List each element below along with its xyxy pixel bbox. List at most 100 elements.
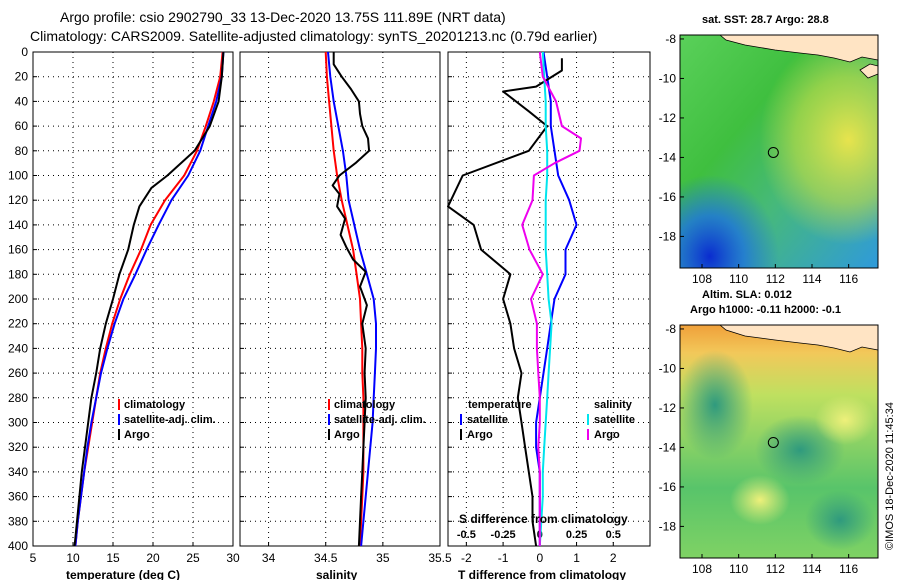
depth-tick-label: 300: [8, 416, 28, 430]
sla-low-west: [677, 350, 753, 460]
s-difference-tick-label: -0.25: [491, 529, 516, 541]
x-tick-label: -2: [461, 551, 472, 565]
map-lon-label: 116: [839, 272, 858, 286]
sst-map-frame: [679, 34, 879, 269]
x-tick-label: 30: [226, 551, 240, 565]
depth-tick-label: 140: [8, 218, 28, 232]
imos-timestamp: ©IMOS 18-Dec-2020 11:45:34: [884, 402, 896, 550]
figure-title-line1: Argo profile: csio 2902790_33 13-Dec-202…: [60, 9, 506, 25]
x-tick-label: 34.5: [314, 551, 338, 565]
sla-high-southwest: [730, 475, 790, 525]
temperature-axis-label: temperature (deg C): [66, 568, 180, 580]
x-tick-label: 34: [262, 551, 276, 565]
legend-salinity-heading: salinity: [594, 399, 633, 411]
sst-map: [679, 34, 879, 269]
depth-tick-label: 180: [8, 267, 28, 281]
depth-tick-label: 320: [8, 440, 28, 454]
map-lat-label: -8: [665, 32, 676, 46]
map-lon-label: 110: [729, 562, 748, 576]
depth-tick-label: 60: [15, 119, 29, 133]
map-lat-label: -10: [659, 71, 677, 85]
map-lon-label: 116: [839, 562, 858, 576]
depth-tick-label: 220: [8, 317, 28, 331]
map-lon-label: 108: [692, 272, 712, 286]
depth-tick-label: 280: [8, 391, 28, 405]
depth-tick-label: 380: [8, 514, 28, 528]
map-lat-label: -12: [659, 401, 677, 415]
grid-layer: [32, 51, 650, 547]
sla-map-frame: [679, 324, 879, 559]
depth-tick-label: 100: [8, 169, 28, 183]
series-line-temperature-argo: [447, 58, 563, 547]
depth-tick-label: 160: [8, 243, 28, 257]
x-tick-label: 10: [66, 551, 80, 565]
sla-low-south: [805, 490, 875, 550]
series-line-argo: [331, 52, 371, 547]
sla-high-east: [815, 395, 875, 445]
legend-argo: Argo: [124, 429, 150, 441]
sla-map: [677, 324, 879, 559]
map-lon-label: 114: [802, 562, 821, 576]
salinity-legend: climatology satellite-adj. clim. Argo: [328, 399, 426, 441]
map-lat-label: -14: [659, 440, 677, 454]
figure-title-line2: Climatology: CARS2009. Satellite-adjuste…: [30, 28, 597, 44]
depth-tick-label: 80: [15, 144, 29, 158]
map-lat-label: -16: [659, 480, 677, 494]
s-difference-tick-label: -0.5: [457, 529, 476, 541]
depth-tick-label: 40: [15, 94, 29, 108]
x-tick-label: 35: [376, 551, 390, 565]
legend-temperature-heading: temperature: [468, 399, 532, 411]
map-lon-label: 112: [766, 562, 785, 576]
sst-map-title: sat. SST: 28.7 Argo: 28.8: [702, 14, 829, 26]
s-difference-tick-label: 0.25: [566, 529, 587, 541]
x-tick-label: 1: [573, 551, 580, 565]
depth-tick-label: 20: [15, 70, 29, 84]
difference-legend: temperature satellite Argo salinity sate…: [460, 399, 635, 441]
x-tick-label: 0: [536, 551, 543, 565]
s-difference-tick-label: 0.5: [606, 529, 621, 541]
map-lat-label: -16: [659, 190, 677, 204]
map-lat-label: -14: [659, 150, 677, 164]
map-lon-label: 108: [692, 562, 712, 576]
x-tick-label: 2: [610, 551, 617, 565]
map-lat-label: -10: [659, 361, 677, 375]
series-line-salinity-argo: [521, 51, 582, 546]
legend-climatology: climatology: [124, 399, 186, 411]
series-line-climatology: [324, 51, 365, 547]
series-line-satellite-adj-clim: [327, 51, 377, 547]
x-tick-label: 35.5: [428, 551, 452, 565]
legend-t-satellite: satellite: [467, 414, 508, 426]
x-tick-label: 25: [186, 551, 200, 565]
depth-tick-label: 400: [8, 539, 28, 553]
depth-tick-labels: 0 20 40 60 80 100 120 140 160 180 200 220 240 260 280 3…: [8, 45, 28, 553]
depth-tick-label: 120: [8, 193, 28, 207]
series-line-salinity-satellite: [538, 51, 553, 547]
legend-s-argo: Argo: [594, 429, 620, 441]
map-lat-label: -12: [659, 111, 677, 125]
s-difference-axis-label: S difference from climatology: [459, 512, 628, 526]
depth-tick-label: 0: [21, 45, 28, 59]
sst-argo-position-marker: [767, 146, 779, 158]
map-lon-label: 112: [766, 272, 785, 286]
map-lon-label: 114: [802, 272, 821, 286]
depth-tick-label: 340: [8, 465, 28, 479]
depth-tick-label: 360: [8, 490, 28, 504]
sla-map-title-line2: Argo h1000: -0.11 h2000: -0.1: [690, 304, 841, 316]
legend-climatology: climatology: [334, 399, 396, 411]
t-difference-axis-label: T difference from climatology: [458, 568, 626, 580]
map-lat-label: -18: [659, 519, 677, 533]
legend-t-argo: Argo: [467, 429, 493, 441]
x-tick-label: -1: [498, 551, 509, 565]
x-tick-label: 20: [146, 551, 160, 565]
sst-map-ticks: 108 110 112 114 116 -8 -10 -12 -14 -16 -18: [659, 32, 859, 286]
legend-s-satellite: satellite: [594, 414, 635, 426]
depth-tick-label: 200: [8, 292, 28, 306]
legend-satellite-adj: satellite-adj. clim.: [334, 414, 426, 426]
depth-tick-label: 240: [8, 341, 28, 355]
x-tick-label: 5: [30, 551, 37, 565]
salinity-axis-label: salinity: [316, 568, 358, 580]
temperature-legend: climatology satellite-adj. clim. Argo: [118, 399, 216, 441]
map-lat-label: -8: [665, 322, 676, 336]
depth-tick-label: 260: [8, 366, 28, 380]
